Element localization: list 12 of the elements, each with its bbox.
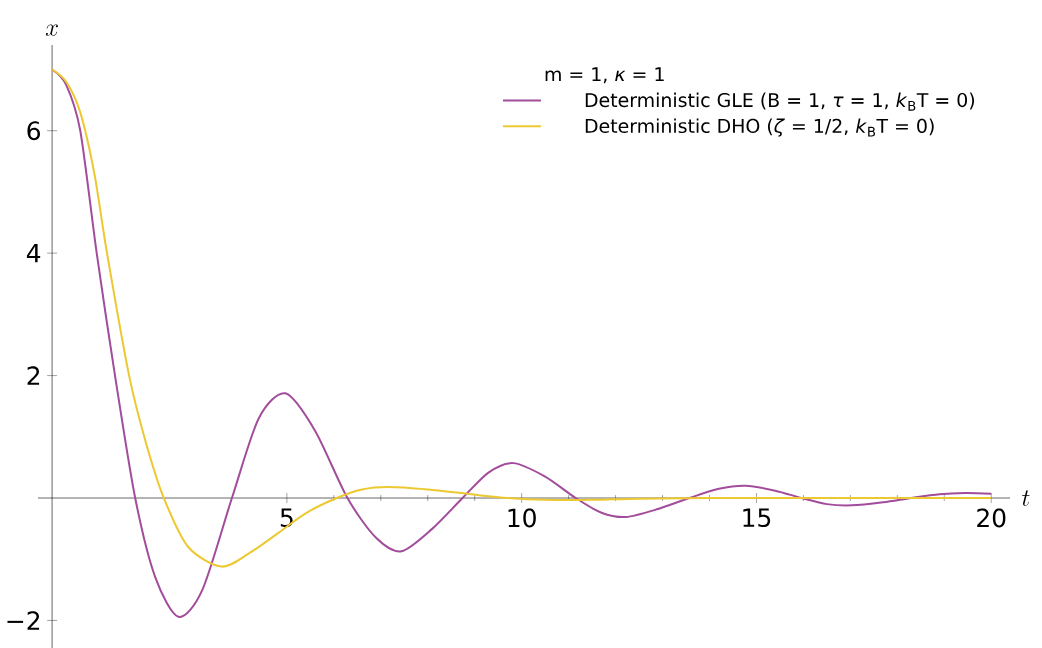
legend-title: m = 1, κ = 1 xyxy=(545,67,664,84)
x-axis-title: $t$ xyxy=(1022,490,1030,506)
y-tick-label: 6 xyxy=(27,121,40,141)
x-tick-label: 15 xyxy=(743,508,771,528)
legend-label: Deterministic GLE (B = 1, τ = 1, k$_{B}$T = 0) xyxy=(585,92,975,111)
legend-label: Deterministic DHO (ζ = 1/2, k$_{B}$T = 0) xyxy=(585,118,934,137)
x-tick-label: 20 xyxy=(977,508,1006,528)
y-tick-label: 2 xyxy=(27,366,40,385)
y-tick-label: −2 xyxy=(7,611,40,630)
y-axis-title: $x$ xyxy=(45,24,58,36)
y-tick-label: 4 xyxy=(26,244,41,263)
x-tick-label: 10 xyxy=(508,508,536,528)
